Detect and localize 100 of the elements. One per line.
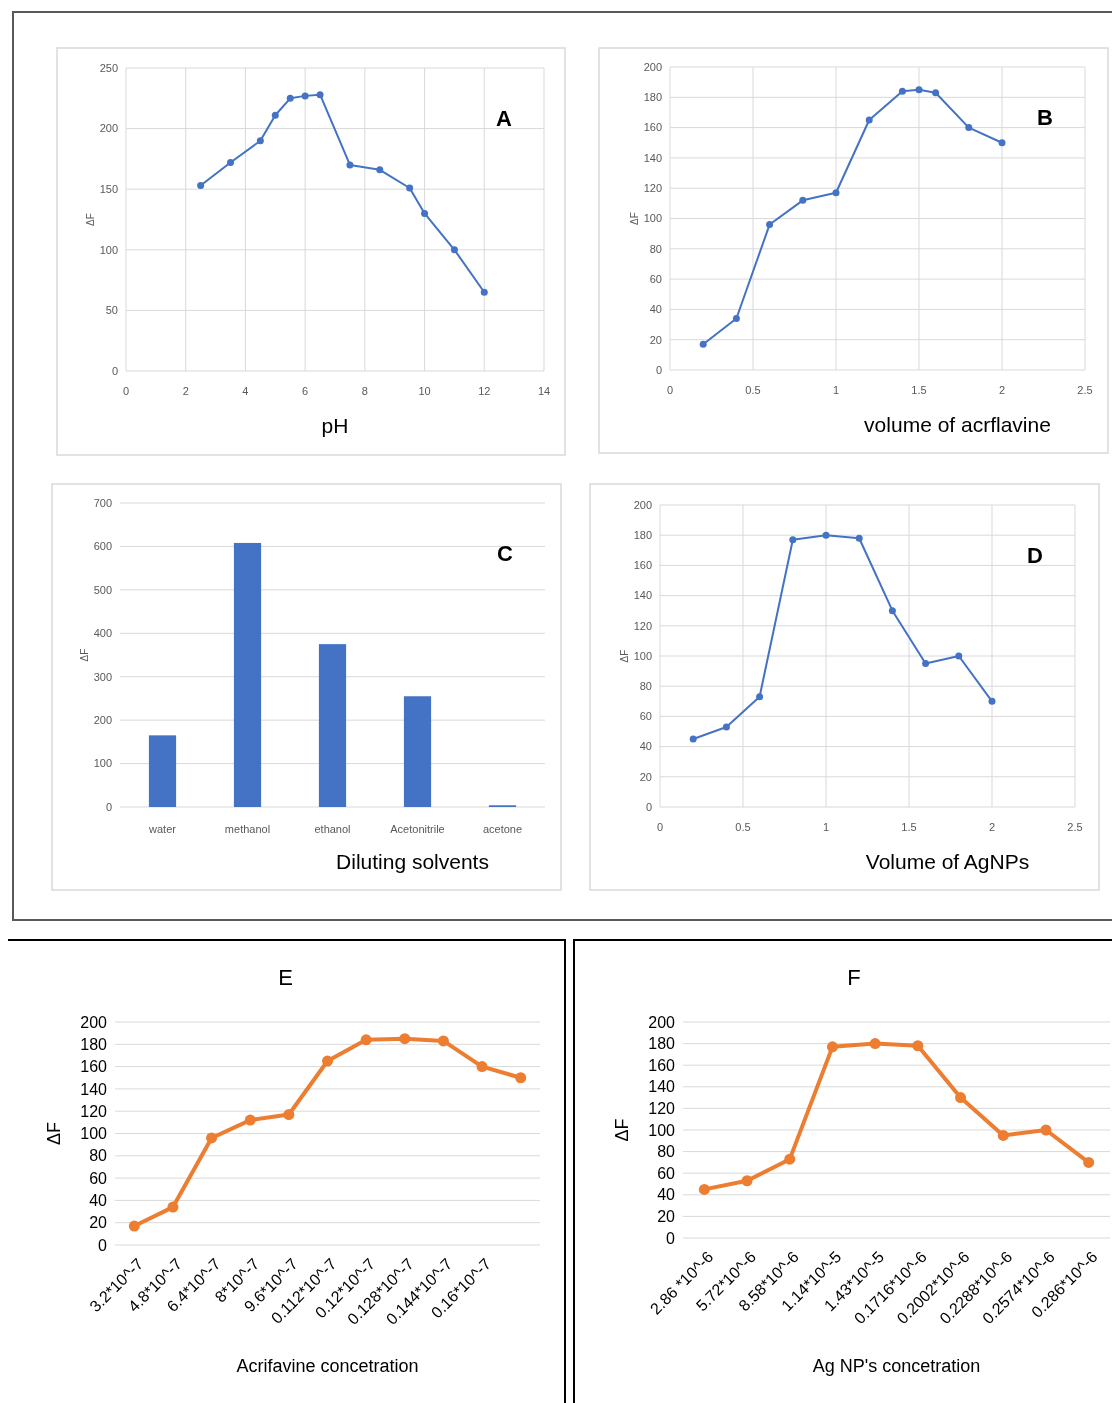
x-tick-label: 1: [832, 384, 840, 396]
point: [865, 116, 873, 124]
y-tick-label: 80: [89, 1147, 108, 1165]
y-tick-label: 0: [98, 1236, 108, 1254]
y-tick-label: 40: [89, 1192, 108, 1209]
point: [227, 159, 234, 167]
y-tick-label: 20: [649, 333, 662, 346]
point: [322, 1055, 333, 1067]
y-tick-label: 20: [89, 1214, 108, 1232]
x-tick-label: 0: [122, 385, 130, 397]
y-tick-label: 60: [639, 710, 652, 723]
x-tick-label: Acetonitrile: [390, 823, 445, 835]
chart-title: E: [278, 965, 293, 990]
point: [869, 1038, 881, 1050]
annotation: C: [497, 541, 514, 566]
point: [197, 182, 205, 190]
y-tick-label: 80: [639, 680, 652, 693]
y-tick-label: 200: [648, 1013, 676, 1031]
y-tick-label: 140: [80, 1080, 108, 1098]
bar: [233, 542, 262, 807]
y-tick-label: 40: [649, 303, 662, 316]
point: [855, 534, 863, 542]
x-tick-label: 10: [418, 385, 431, 397]
x-tick-label: 1.5: [901, 821, 917, 833]
x-axis-title: pH: [321, 414, 349, 437]
point: [437, 1035, 449, 1047]
x-tick-label: 14: [537, 385, 551, 397]
x-tick-label: ethanol: [314, 823, 351, 835]
x-tick-label: 2: [988, 821, 996, 833]
point: [915, 86, 923, 94]
point: [128, 1220, 140, 1232]
y-axis-title: ΔF: [629, 212, 640, 225]
y-tick-label: 140: [648, 1078, 676, 1096]
point: [1040, 1124, 1052, 1136]
point: [301, 92, 309, 100]
point: [698, 1183, 710, 1195]
y-tick-label: 20: [639, 770, 652, 783]
bar: [403, 696, 432, 807]
y-tick-label: 80: [649, 242, 662, 255]
y-axis-title: ΔF: [44, 1121, 64, 1146]
y-tick-label: 200: [633, 498, 652, 511]
x-tick-label: acetone: [482, 823, 523, 835]
point: [898, 87, 906, 95]
point: [912, 1040, 924, 1052]
y-tick-label: 120: [633, 619, 652, 632]
point: [167, 1201, 179, 1213]
y-tick-label: 60: [89, 1169, 108, 1187]
point: [955, 652, 963, 660]
y-tick-label: 0: [111, 364, 118, 377]
y-tick-label: 160: [633, 559, 652, 572]
y-tick-label: 80: [657, 1143, 676, 1161]
point: [421, 209, 429, 217]
y-axis-title: ΔF: [612, 1118, 632, 1142]
x-tick-label: 2.5: [1077, 384, 1093, 396]
y-axis-title: ΔF: [79, 648, 90, 662]
x-tick-label: 4: [242, 385, 249, 397]
y-tick-label: 140: [633, 589, 652, 602]
y-tick-label: 250: [99, 61, 118, 74]
point: [271, 111, 279, 119]
point: [376, 166, 384, 174]
y-tick-label: 160: [648, 1056, 676, 1074]
chart-title: F: [847, 965, 861, 990]
y-tick-label: 0: [655, 363, 662, 376]
x-axis-title: Acrifavine concetration: [236, 1356, 419, 1376]
x-tick-label: 2: [182, 385, 189, 397]
x-axis-title: Ag NP's concetration: [812, 1356, 981, 1376]
point: [965, 124, 973, 132]
y-tick-label: 120: [80, 1102, 108, 1120]
y-tick-label: 160: [80, 1058, 108, 1076]
point: [766, 221, 774, 229]
x-tick-label: 1: [822, 821, 830, 833]
point: [888, 607, 896, 615]
point: [360, 1034, 372, 1046]
y-tick-label: 150: [99, 183, 118, 196]
point: [955, 1092, 967, 1104]
bar: [148, 735, 177, 807]
point: [722, 723, 730, 731]
point: [689, 735, 697, 743]
point: [286, 94, 294, 102]
y-tick-label: 200: [80, 1013, 108, 1031]
point: [480, 288, 488, 296]
y-tick-label: 600: [93, 540, 112, 553]
y-tick-label: 100: [648, 1121, 676, 1139]
point: [826, 1041, 838, 1053]
x-tick-label: water: [148, 823, 177, 835]
annotation: D: [1027, 543, 1043, 568]
point: [784, 1153, 796, 1165]
y-tick-label: 700: [93, 496, 112, 509]
point: [789, 536, 797, 544]
point: [316, 91, 324, 99]
y-tick-label: 60: [649, 272, 662, 285]
y-tick-label: 100: [80, 1125, 108, 1143]
annotation: A: [496, 106, 513, 131]
y-tick-label: 0: [105, 800, 112, 813]
point: [988, 697, 996, 705]
y-tick-label: 100: [633, 649, 652, 662]
y-tick-label: 500: [93, 583, 112, 596]
x-tick-label: 8: [361, 385, 368, 397]
point: [256, 137, 264, 145]
x-tick-label: 2.5: [1067, 821, 1083, 833]
